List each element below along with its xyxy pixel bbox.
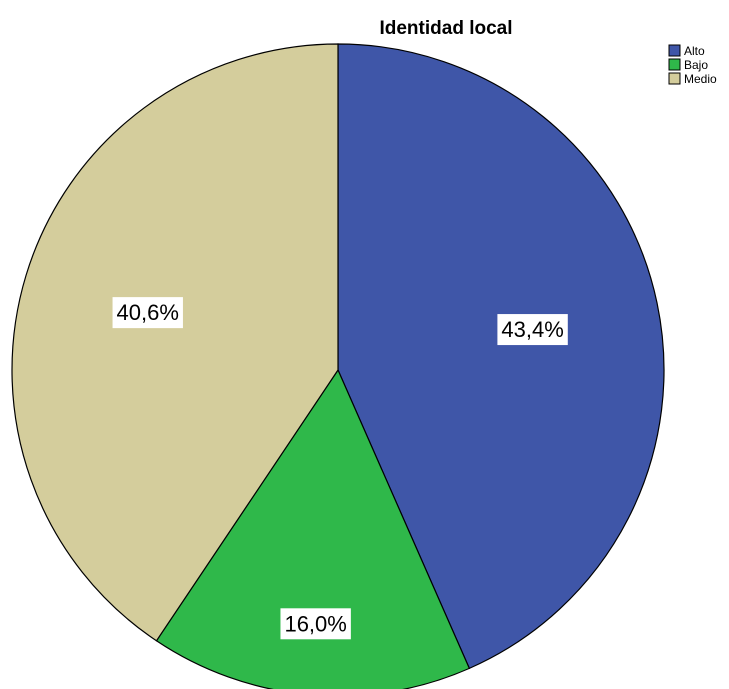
legend-swatch-bajo	[668, 58, 681, 71]
data-label-alto: 43,4%	[497, 314, 568, 346]
pie-slice-alto	[337, 43, 665, 670]
data-label-bajo: 16,0%	[280, 608, 351, 640]
chart-title: Identidad local	[379, 18, 512, 39]
data-label-text-alto: 43,4%	[501, 317, 563, 342]
legend-swatch-medio	[668, 72, 681, 85]
legend-item-bajo: Bajo	[668, 58, 708, 72]
legend-item-alto: Alto	[668, 44, 705, 58]
data-label-text-bajo: 16,0%	[284, 611, 346, 636]
data-label-background	[280, 608, 351, 640]
data-label-background	[112, 297, 183, 329]
data-label-text-medio: 40,6%	[117, 300, 179, 325]
legend-swatch-alto	[668, 44, 681, 57]
pie-slice-medio	[11, 43, 339, 642]
pie-data-labels: 43,4% 16,0% 40,6%	[112, 297, 568, 640]
pie-slice-bajo	[155, 368, 471, 689]
pie-slices	[11, 43, 665, 689]
data-label-medio: 40,6%	[112, 297, 183, 329]
legend-label-alto: Alto	[684, 44, 705, 58]
data-label-background	[497, 314, 568, 346]
legend-label-bajo: Bajo	[684, 58, 708, 72]
legend-item-medio: Medio	[668, 72, 717, 86]
legend-label-medio: Medio	[684, 72, 717, 86]
